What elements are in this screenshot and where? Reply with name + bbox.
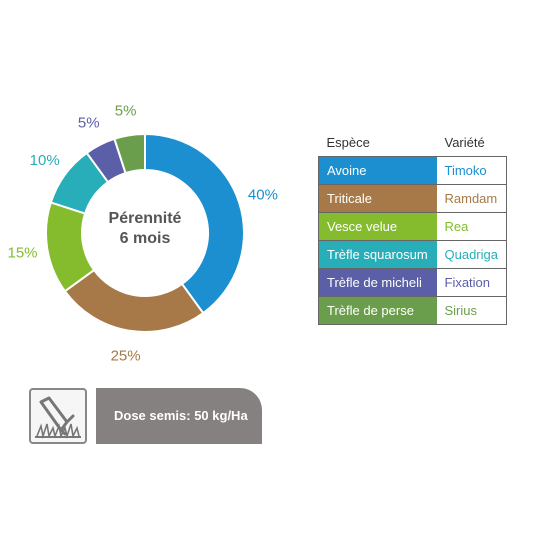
- slice-percent-label: 25%: [111, 347, 141, 364]
- legend-row: Trèfle de perse Sirius: [318, 296, 507, 325]
- slice-percent-label: 15%: [8, 244, 38, 261]
- center-label-line-1: Pérennité: [109, 210, 182, 227]
- legend-table: Espèce Variété Avoine Timoko Triticale Ramd…: [318, 133, 507, 325]
- legend-species-cell: Triticale: [318, 184, 437, 213]
- dose-banner: Dose semis: 50 kg/Ha: [96, 388, 262, 444]
- legend-variety-cell: Timoko: [436, 156, 507, 185]
- legend-header-row: Espèce Variété: [319, 133, 507, 157]
- slice-percent-label: 5%: [78, 115, 100, 132]
- donut-slice: [113, 132, 146, 175]
- legend-row: Trèfle de micheli Fixation: [318, 268, 507, 297]
- legend-variety-cell: Quadriga: [436, 240, 507, 269]
- legend-row: Trèfle squarosum Quadriga: [318, 240, 507, 269]
- donut-slice: [63, 268, 205, 333]
- legend-header-variety: Variété: [444, 134, 485, 150]
- legend-species-cell: Avoine: [318, 156, 437, 185]
- donut-slice: [144, 132, 245, 315]
- legend-row: Avoine Timoko: [318, 156, 507, 185]
- legend-species-cell: Trèfle squarosum: [318, 240, 437, 269]
- legend-species-cell: Trèfle de micheli: [318, 268, 437, 297]
- legend-species-cell: Trèfle de perse: [318, 296, 437, 325]
- legend-header-species: Espèce: [326, 134, 370, 150]
- legend-variety-cell: Rea: [436, 212, 507, 241]
- legend-species-cell: Vesce velue: [318, 212, 437, 241]
- legend-variety-cell: Ramdam: [436, 184, 507, 213]
- center-label-line-2: 6 mois: [120, 230, 171, 247]
- legend-variety-cell: Sirius: [436, 296, 507, 325]
- slice-percent-label: 5%: [115, 103, 137, 120]
- seed-drill-icon: [35, 396, 81, 440]
- seed-drill-icon-box: [29, 388, 87, 444]
- slice-percent-label: 40%: [248, 187, 278, 204]
- legend-variety-cell: Fixation: [436, 268, 507, 297]
- slice-percent-label: 10%: [30, 152, 60, 169]
- dose-text: Dose semis: 50 kg/Ha: [114, 408, 248, 423]
- legend-row: Triticale Ramdam: [318, 184, 507, 213]
- legend-row: Vesce velue Rea: [318, 212, 507, 241]
